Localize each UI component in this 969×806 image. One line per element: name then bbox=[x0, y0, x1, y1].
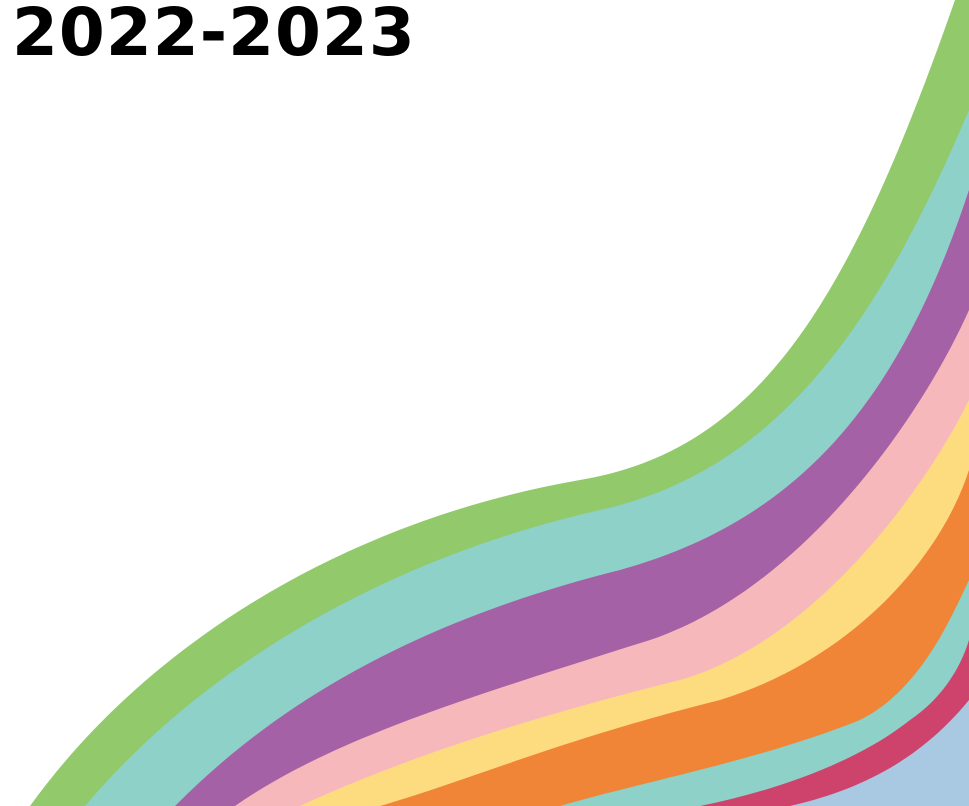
band-orange bbox=[380, 470, 969, 806]
band-light-blue bbox=[790, 700, 969, 806]
title: 2022-2023 bbox=[12, 0, 416, 71]
